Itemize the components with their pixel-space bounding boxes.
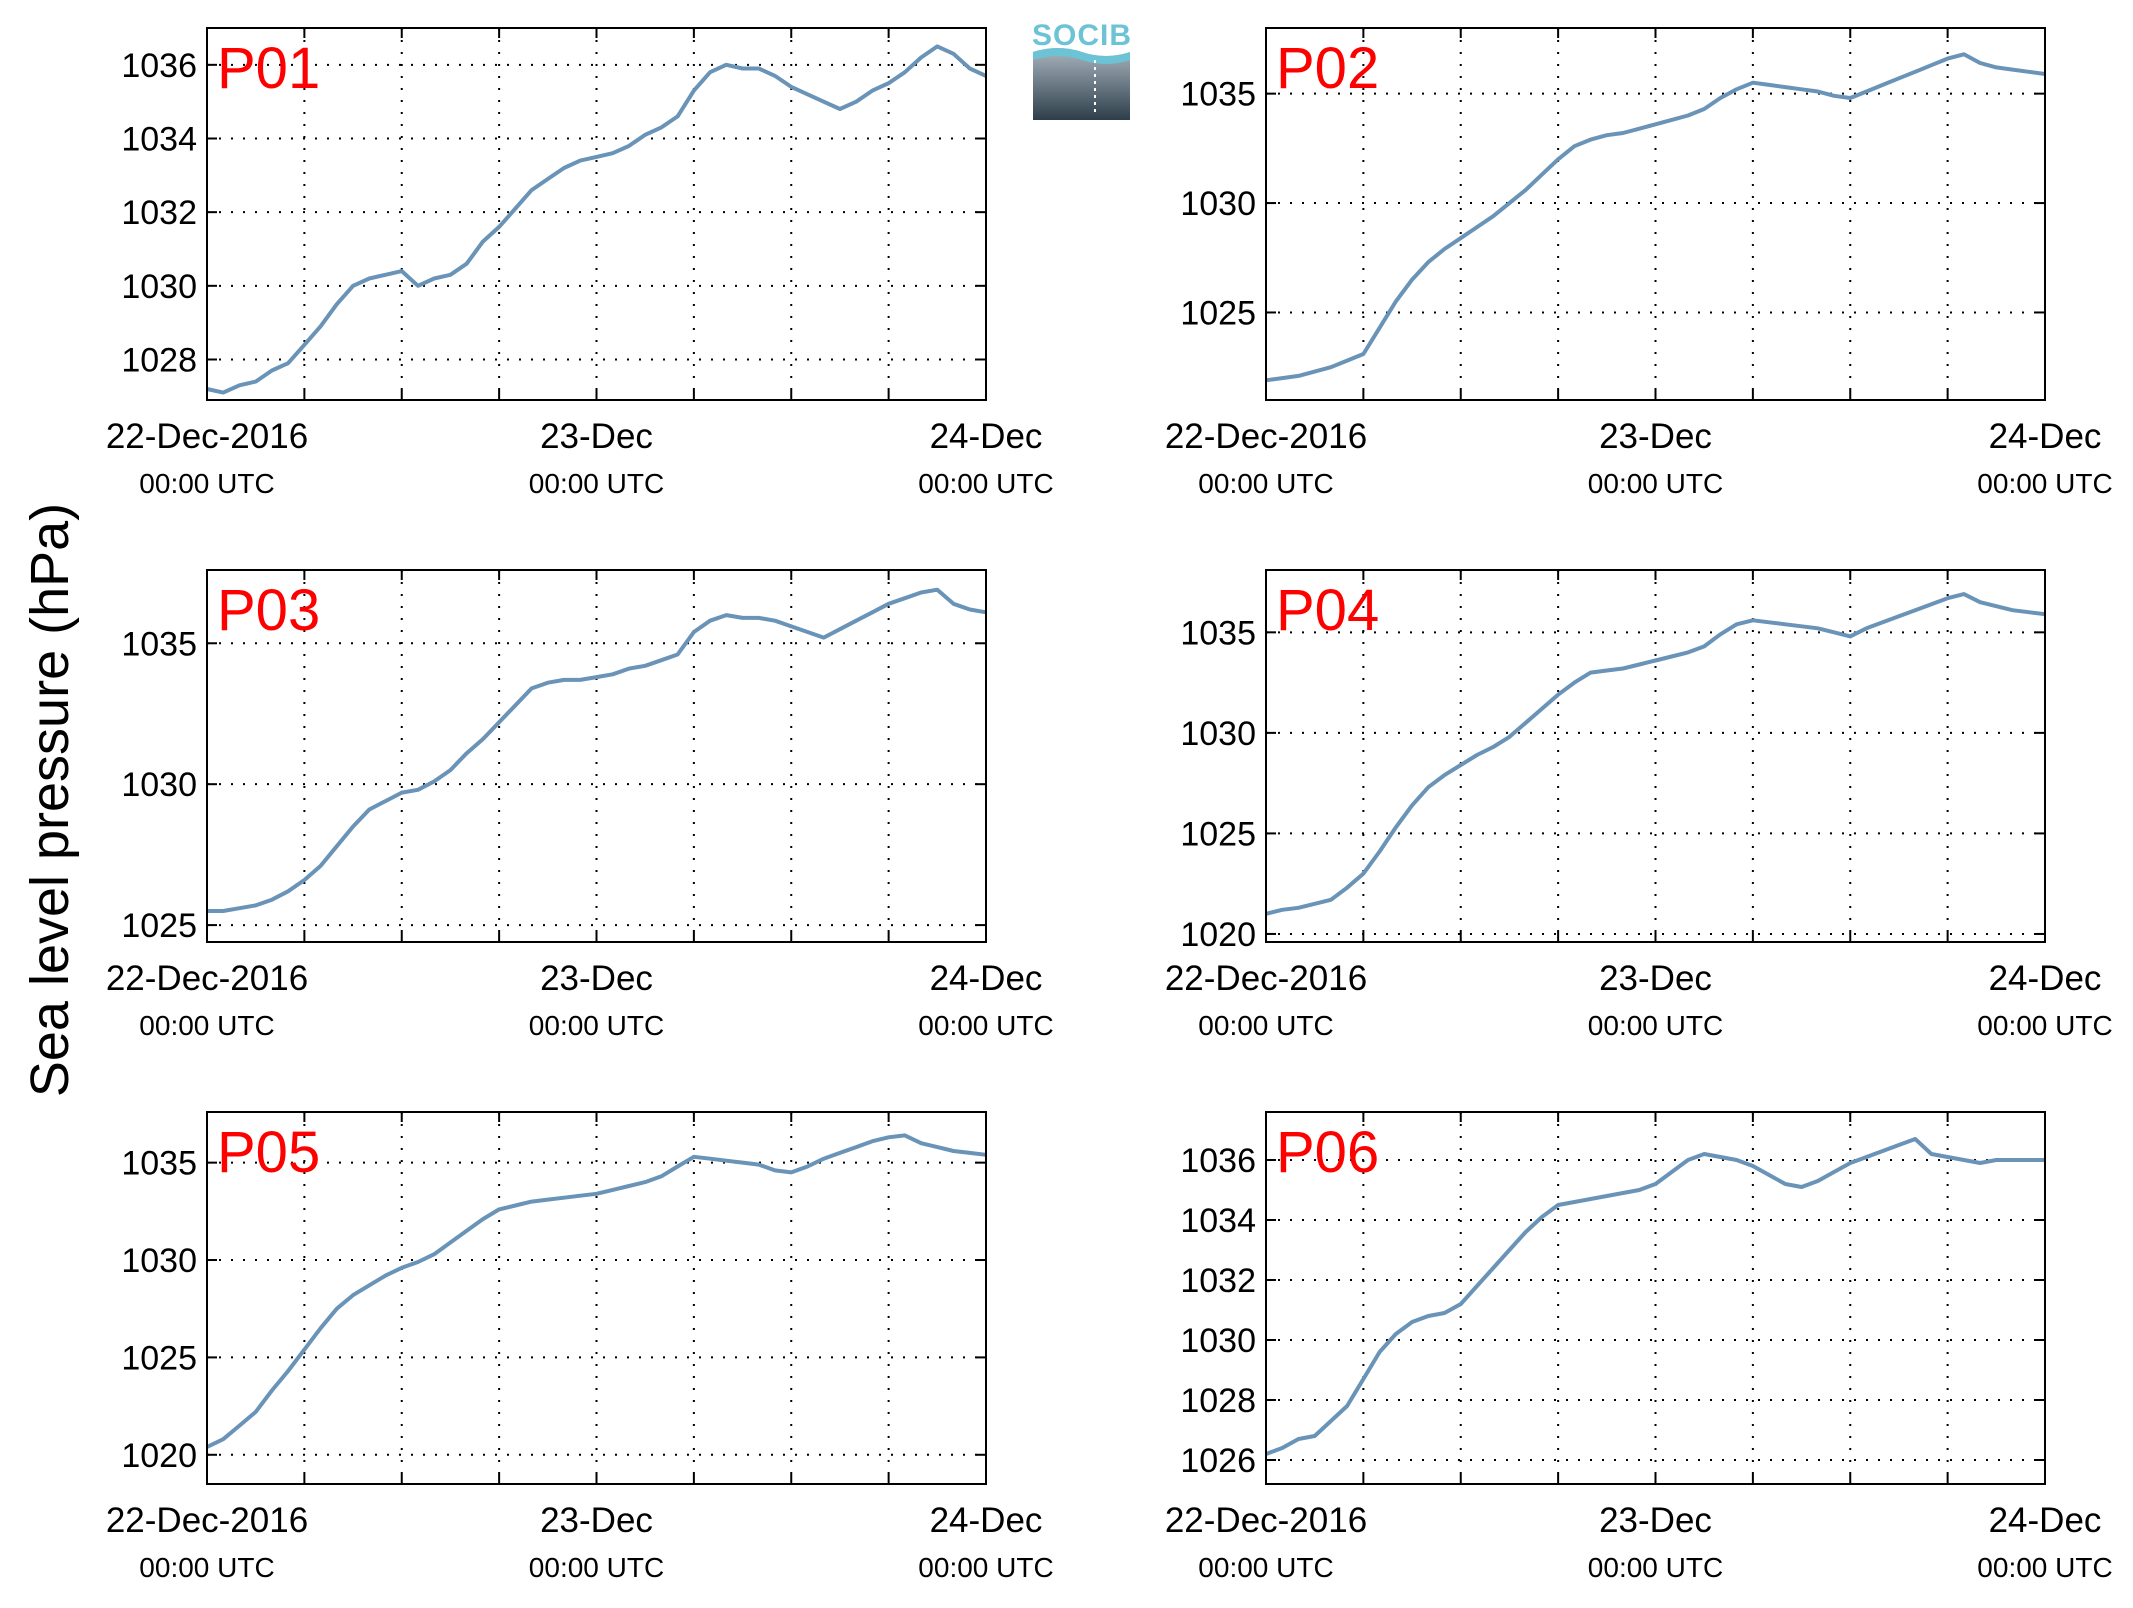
x-tick-date-label: 24-Dec	[1989, 417, 2102, 456]
series-line-p02	[1265, 52, 2046, 383]
x-tick-date-label: 22-Dec-2016	[1165, 417, 1367, 456]
y-tick-label: 1030	[1180, 715, 1256, 753]
axes-frame	[206, 1111, 987, 1485]
series-line-p05	[206, 1133, 987, 1449]
y-tick-label: 1025	[1180, 815, 1256, 853]
y-tick-label: 1034	[121, 120, 197, 158]
y-tick-label: 1032	[1180, 1262, 1256, 1300]
x-tick-time-label: 00:00 UTC	[918, 1552, 1053, 1583]
y-tick-label: 1035	[1180, 614, 1256, 652]
axes-frame	[206, 569, 987, 943]
y-tick-label: 1030	[121, 1242, 197, 1280]
y-tick-label: 1028	[121, 341, 197, 379]
y-tick-label: 1025	[1180, 294, 1256, 332]
panel-p01: 1028 1030 1032 1034 1036 22-Dec-2016 00:00 UTC…	[106, 27, 1054, 499]
x-tick-date-label: 22-Dec-2016	[106, 959, 308, 998]
x-tick-time-label: 00:00 UTC	[918, 468, 1053, 499]
series-line-p01	[206, 44, 987, 395]
axes-frame	[1265, 569, 2046, 943]
panel-label: P04	[1276, 578, 1379, 643]
series-line-p03	[207, 587, 987, 913]
panel-label: P01	[217, 36, 320, 101]
panel-label: P02	[1276, 36, 1379, 101]
x-tick-date-label: 22-Dec-2016	[106, 1501, 308, 1540]
x-tick-time-label: 00:00 UTC	[139, 468, 274, 499]
y-tick-label: 1035	[121, 1145, 197, 1183]
x-tick-time-label: 00:00 UTC	[1977, 1010, 2112, 1041]
x-tick-date-label: 22-Dec-2016	[1165, 959, 1367, 998]
y-tick-label: 1025	[121, 907, 197, 945]
x-tick-time-label: 00:00 UTC	[139, 1552, 274, 1583]
y-tick-label: 1028	[1180, 1382, 1256, 1420]
y-tick-label: 1036	[1180, 1142, 1256, 1180]
x-tick-date-label: 24-Dec	[1989, 1501, 2102, 1540]
axes-frame	[1265, 27, 2046, 401]
x-tick-time-label: 00:00 UTC	[1198, 1552, 1333, 1583]
x-tick-time-label: 00:00 UTC	[918, 1010, 1053, 1041]
x-tick-time-label: 00:00 UTC	[529, 1010, 664, 1041]
x-tick-date-label: 22-Dec-2016	[106, 417, 308, 456]
y-tick-label: 1020	[1180, 916, 1256, 954]
x-tick-time-label: 00:00 UTC	[139, 1010, 274, 1041]
x-tick-date-label: 22-Dec-2016	[1165, 1501, 1367, 1540]
y-tick-label: 1035	[1180, 76, 1256, 114]
x-tick-date-label: 24-Dec	[930, 417, 1043, 456]
socib-logo: SOCIB	[1032, 19, 1132, 120]
y-axis-label: Sea level pressure (hPa)	[20, 503, 80, 1097]
y-tick-label: 1030	[121, 766, 197, 804]
socib-logo-text: SOCIB	[1032, 19, 1132, 52]
x-tick-time-label: 00:00 UTC	[529, 468, 664, 499]
x-tick-time-label: 00:00 UTC	[1198, 468, 1333, 499]
y-tick-label: 1030	[121, 268, 197, 306]
y-tick-label: 1030	[1180, 1322, 1256, 1360]
panel-p06: 1026 1028 1030 1032 1034 1036 22-Dec-2016 00:00…	[1165, 1111, 2113, 1583]
x-tick-date-label: 23-Dec	[1599, 1501, 1712, 1540]
y-tick-label: 1034	[1180, 1202, 1256, 1240]
panel-p05: 1020 1025 1030 1035 22-Dec-2016 00:00 UTC 23-D…	[106, 1111, 1054, 1583]
x-tick-time-label: 00:00 UTC	[1977, 1552, 2112, 1583]
x-tick-time-label: 00:00 UTC	[1198, 1010, 1333, 1041]
panel-p03: 1025 1030 1035 22-Dec-2016 00:00 UTC 23-Dec 00…	[106, 569, 1054, 1041]
x-tick-time-label: 00:00 UTC	[1588, 468, 1723, 499]
x-tick-time-label: 00:00 UTC	[529, 1552, 664, 1583]
series-line-p06	[1265, 1137, 2045, 1456]
panel-p04: 1020 1025 1030 1035 22-Dec-2016 00:00 UTC 23-D…	[1165, 569, 2113, 1041]
x-tick-date-label: 23-Dec	[540, 1501, 653, 1540]
x-tick-date-label: 24-Dec	[930, 959, 1043, 998]
y-tick-label: 1026	[1180, 1442, 1256, 1480]
x-tick-time-label: 00:00 UTC	[1588, 1552, 1723, 1583]
x-tick-time-label: 00:00 UTC	[1977, 468, 2112, 499]
y-tick-label: 1030	[1180, 185, 1256, 223]
panel-label: P06	[1276, 1120, 1379, 1185]
panel-label: P05	[217, 1120, 320, 1185]
y-tick-label: 1036	[121, 47, 197, 85]
y-tick-label: 1035	[121, 625, 197, 663]
axes-frame	[206, 27, 987, 401]
x-tick-date-label: 24-Dec	[930, 1501, 1043, 1540]
panel-label: P03	[217, 578, 320, 643]
x-tick-date-label: 23-Dec	[1599, 417, 1712, 456]
x-tick-date-label: 23-Dec	[1599, 959, 1712, 998]
panel-p02: 1025 1030 1035 22-Dec-2016 00:00 UTC 23-Dec 00…	[1165, 27, 2113, 499]
x-tick-date-label: 23-Dec	[540, 959, 653, 998]
y-tick-label: 1025	[121, 1339, 197, 1377]
y-tick-label: 1020	[121, 1437, 197, 1475]
x-tick-date-label: 23-Dec	[540, 417, 653, 456]
y-tick-label: 1032	[121, 194, 197, 232]
axes-frame	[1265, 1111, 2046, 1485]
x-tick-time-label: 00:00 UTC	[1588, 1010, 1723, 1041]
x-tick-date-label: 24-Dec	[1989, 959, 2102, 998]
series-line-p04	[1265, 592, 2046, 916]
